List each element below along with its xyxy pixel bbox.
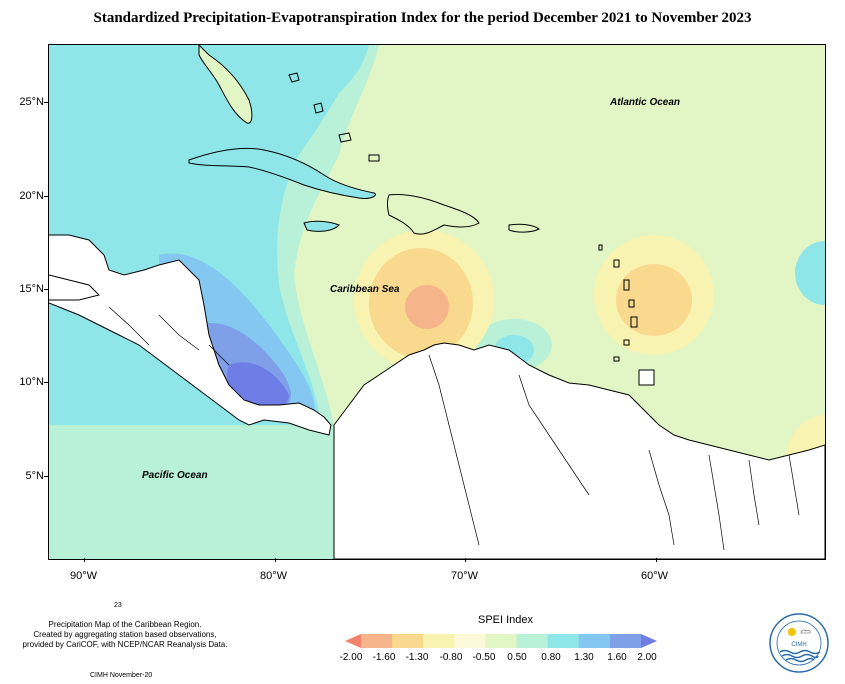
legend-swatch [392,634,424,648]
wet-patch-east [795,241,825,305]
latitude-label-20n: 20°N [19,190,44,202]
dry-zone-east [616,264,692,336]
map-footnote: Precipitation Map of the Caribbean Regio… [10,620,240,650]
coastlines [49,45,825,559]
legend-value: -0.50 [472,652,496,663]
spei-color-scale [345,634,657,648]
legend-title: SPEI Index [478,614,534,626]
longitude-label-90w: 90°W [70,570,98,582]
page-number: 23 [114,602,122,609]
longitude-tick [465,558,466,562]
borders [108,306,800,551]
longitude-label-80w: 80°W [260,570,288,582]
legend-value: -0.80 [439,652,463,663]
legend-value: 0.50 [507,652,527,663]
longitude-label-70w: 70°W [451,570,479,582]
footnote-line: Precipitation Map of the Caribbean Regio… [48,620,202,629]
footnote-line: provided by CariCOF, with NCEP/NCAR Rean… [22,640,228,649]
spei-map [48,44,826,560]
legend-value: -1.30 [405,652,429,663]
latitude-tick [44,289,48,290]
legend-swatch [547,634,580,648]
legend-swatch [454,634,486,648]
latitude-label-15n: 15°N [19,283,44,295]
sun-icon [788,628,796,636]
legend-swatch [578,634,611,648]
legend-value: -2.00 [339,652,363,663]
map-title: Standardized Precipitation-Evapotranspir… [93,10,752,26]
legend-value: 2.00 [637,652,657,663]
legend-swatch [423,634,455,648]
latitude-label-10n: 10°N [19,376,44,388]
latitude-tick [44,382,48,383]
legend-value: 1.60 [607,652,627,663]
latitude-tick [44,476,48,477]
legend-value: 1.30 [574,652,594,663]
legend-swatch [485,634,518,648]
longitude-tick [275,558,276,562]
atlantic-ocean-label: Atlantic Ocean [610,97,681,108]
map-canvas [49,45,825,559]
longitude-label-60w: 60°W [641,570,669,582]
logo-text: CIMH [791,642,806,648]
legend-value: -1.60 [372,652,396,663]
legend-value: 0.80 [541,652,561,663]
cloud-icon [800,629,811,634]
dry-zone-central-core [405,285,449,329]
longitude-tick [656,558,657,562]
wave-icon [779,649,821,655]
legend-swatch [609,634,642,648]
legend-arrow-left [345,634,361,648]
latitude-tick [44,196,48,197]
footnote-line: Created by aggregating station based obs… [33,630,217,639]
cimh-logo: CIMH [769,613,829,673]
legend-swatch [361,634,393,648]
legend-arrow-right [641,634,657,648]
caribbean-sea-label: Caribbean Sea [330,284,400,295]
latitude-label-25n: 25°N [19,96,44,108]
latitude-label-5n: 5°N [25,470,44,482]
legend-swatch [516,634,549,648]
pacific-ocean-label: Pacific Ocean [142,470,208,481]
longitude-tick [84,558,85,562]
latitude-tick [44,102,48,103]
map-credit: CIMH November-20 [90,672,153,679]
